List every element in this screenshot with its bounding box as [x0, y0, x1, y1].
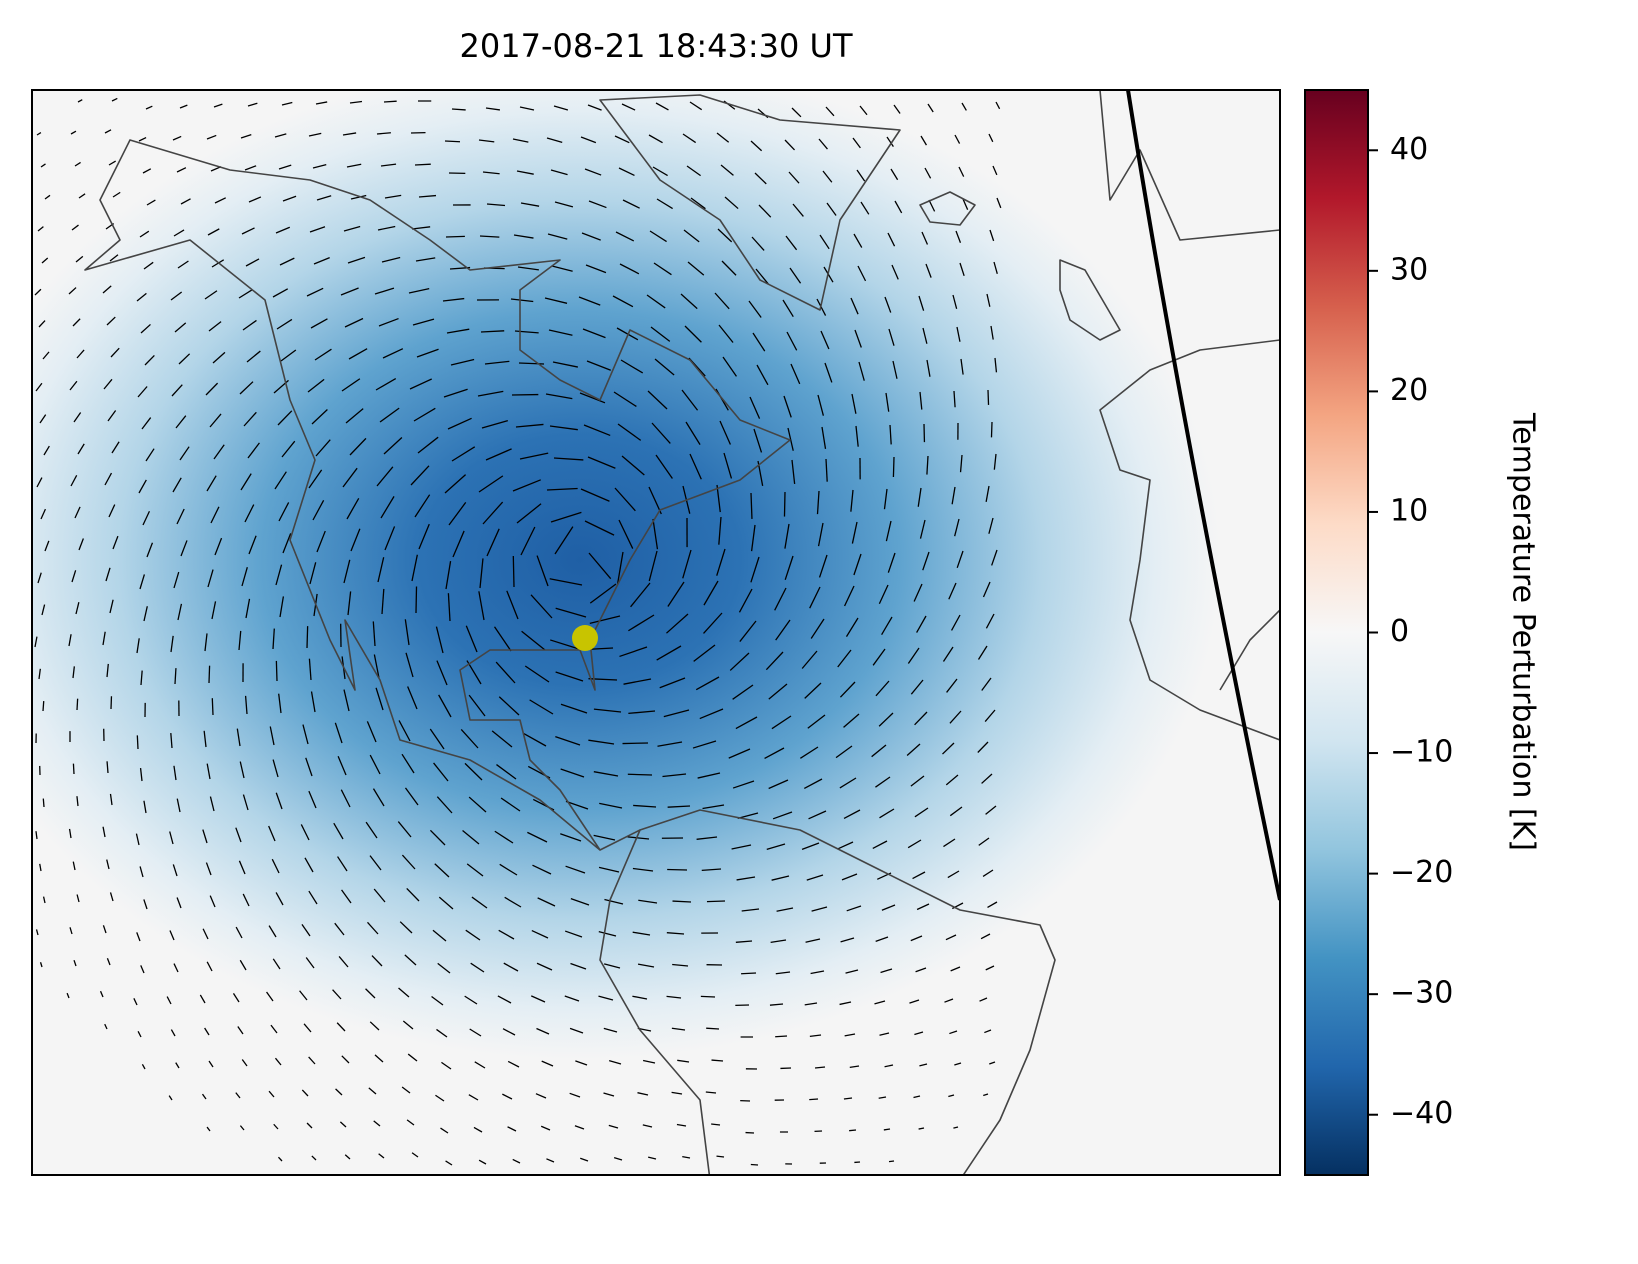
wind-vector	[849, 1130, 856, 1131]
chart-title: 2017-08-21 18:43:30 UT	[460, 27, 853, 65]
wind-vector	[73, 764, 74, 774]
wind-vector	[513, 556, 514, 587]
wind-vector	[415, 164, 431, 165]
colorbar-label: Temperature Perturbation [K]	[1506, 412, 1541, 851]
wind-vector	[706, 1028, 719, 1029]
wind-vector	[717, 1156, 724, 1157]
wind-vector	[452, 109, 466, 110]
wind-vector	[43, 799, 44, 807]
colorbar-tick-label: −20	[1390, 855, 1453, 890]
colorbar-tick-label: 20	[1390, 373, 1428, 408]
colorbar	[1305, 90, 1368, 1175]
wind-vector	[445, 141, 460, 142]
wind-vector	[137, 735, 138, 749]
colorbar-tick-label: 10	[1390, 493, 1428, 528]
wind-vector	[711, 1060, 723, 1061]
temperature-field	[32, 90, 1280, 1175]
colorbar-tick-label: 40	[1390, 132, 1428, 167]
wind-vector	[889, 1161, 894, 1162]
wind-vector	[416, 587, 417, 613]
colorbar-tick-label: 30	[1390, 252, 1428, 287]
wind-vector	[701, 996, 715, 997]
wind-vector	[741, 973, 756, 974]
wind-vector	[628, 774, 652, 775]
site-marker	[572, 625, 598, 651]
wind-vector	[209, 666, 210, 683]
wind-vector	[893, 457, 894, 477]
colorbar-tick-label: −10	[1390, 735, 1453, 770]
colorbar-tick-label: 0	[1390, 614, 1409, 649]
wind-vector	[384, 101, 397, 102]
wind-vector	[446, 236, 465, 237]
wind-vector	[307, 626, 308, 648]
wind-vector	[884, 1129, 890, 1130]
wind-vector	[276, 661, 277, 681]
wind-vector	[991, 422, 992, 437]
wind-vector	[809, 1099, 818, 1100]
colorbar-tick-label: −30	[1390, 976, 1453, 1011]
wind-vector	[784, 492, 785, 517]
wind-vector	[623, 743, 648, 744]
wind-vector	[988, 390, 989, 405]
wind-vector	[212, 698, 213, 715]
wind-vector	[707, 901, 725, 902]
wind-vector	[775, 1036, 787, 1037]
map	[32, 90, 1280, 1180]
wind-vector	[77, 699, 78, 710]
wind-vector	[43, 701, 44, 711]
colorbar-tick-label: −40	[1390, 1096, 1453, 1131]
